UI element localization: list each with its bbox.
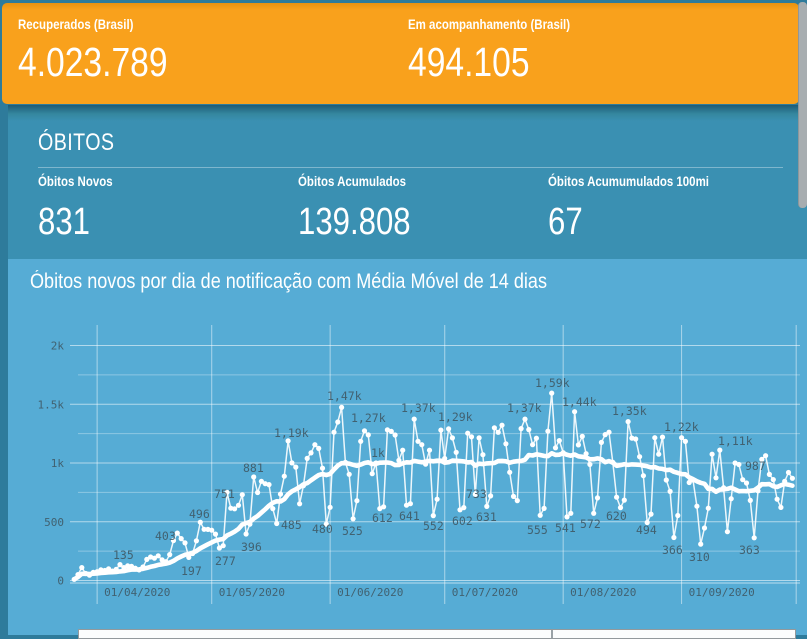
svg-text:1,22k: 1,22k xyxy=(664,420,699,434)
svg-text:01/09/2020: 01/09/2020 xyxy=(689,586,755,599)
stat-label: Em acompanhamento (Brasil) xyxy=(408,16,571,32)
summary-banner: Recuperados (Brasil) 4.023.789 Em acompa… xyxy=(2,3,799,104)
svg-text:310: 310 xyxy=(689,550,710,564)
svg-text:552: 552 xyxy=(423,519,444,533)
vertical-scrollbar-thumb[interactable] xyxy=(798,2,807,208)
stat-label: Óbitos Acumulados xyxy=(298,173,407,189)
stat-obitos-acumulados-100mi: Óbitos Acumumulados 100mi 67 xyxy=(548,173,744,241)
svg-text:396: 396 xyxy=(241,540,262,554)
stat-value: 67 xyxy=(548,201,583,243)
svg-text:1k: 1k xyxy=(51,457,65,470)
svg-text:1.5k: 1.5k xyxy=(38,398,65,411)
svg-text:1,37k: 1,37k xyxy=(507,401,542,415)
svg-text:631: 631 xyxy=(476,510,497,524)
svg-text:01/05/2020: 01/05/2020 xyxy=(219,586,285,599)
svg-text:01/06/2020: 01/06/2020 xyxy=(337,586,403,599)
svg-text:1,11k: 1,11k xyxy=(718,434,753,448)
svg-text:641: 641 xyxy=(399,509,420,523)
svg-text:602: 602 xyxy=(452,514,473,528)
svg-text:1,44k: 1,44k xyxy=(562,395,597,409)
stat-value: 494.105 xyxy=(408,39,530,85)
svg-text:1,35k: 1,35k xyxy=(612,404,647,418)
svg-text:0: 0 xyxy=(57,575,64,588)
stat-value: 139.808 xyxy=(298,201,411,243)
svg-text:366: 366 xyxy=(662,543,683,557)
svg-text:135: 135 xyxy=(113,548,134,562)
obitos-chart-card: Óbitos novos por dia de notificação com … xyxy=(8,259,807,639)
svg-text:197: 197 xyxy=(181,564,202,578)
svg-text:572: 572 xyxy=(580,517,601,531)
svg-text:2k: 2k xyxy=(51,340,65,353)
stat-label: Óbitos Novos xyxy=(38,173,113,189)
svg-text:555: 555 xyxy=(527,523,548,537)
svg-text:733: 733 xyxy=(466,487,487,501)
svg-text:987: 987 xyxy=(745,459,766,473)
svg-text:363: 363 xyxy=(739,543,760,557)
stat-em-acompanhamento: Em acompanhamento (Brasil) 494.105 xyxy=(408,3,606,83)
chart-title: Óbitos novos por dia de notificação com … xyxy=(30,270,548,293)
svg-text:1,37k: 1,37k xyxy=(401,401,436,415)
obitos-card-title: ÓBITOS xyxy=(38,129,115,156)
svg-text:1,47k: 1,47k xyxy=(327,389,362,403)
svg-text:01/04/2020: 01/04/2020 xyxy=(104,586,170,599)
svg-text:496: 496 xyxy=(189,507,210,521)
separator-line xyxy=(38,167,783,168)
stat-obitos-novos: Óbitos Novos 831 xyxy=(38,173,129,241)
stat-value: 4.023.789 xyxy=(18,39,168,85)
svg-text:494: 494 xyxy=(636,523,657,537)
svg-text:480: 480 xyxy=(312,522,333,536)
svg-text:01/08/2020: 01/08/2020 xyxy=(570,586,636,599)
svg-text:1,59k: 1,59k xyxy=(535,376,570,390)
svg-text:612: 612 xyxy=(372,511,393,525)
svg-text:277: 277 xyxy=(215,554,236,568)
svg-text:500: 500 xyxy=(44,516,64,529)
svg-text:751: 751 xyxy=(214,487,235,501)
stat-value: 831 xyxy=(38,201,90,243)
svg-text:01/07/2020: 01/07/2020 xyxy=(452,586,518,599)
svg-text:1,27k: 1,27k xyxy=(351,411,386,425)
svg-text:1,29k: 1,29k xyxy=(438,410,473,424)
stat-obitos-acumulados: Óbitos Acumulados 139.808 xyxy=(298,173,435,241)
obitos-card: ÓBITOS Óbitos Novos 831 Óbitos Acumulado… xyxy=(8,105,807,259)
stat-recuperados: Recuperados (Brasil) 4.023.789 xyxy=(18,3,200,83)
svg-text:485: 485 xyxy=(281,518,302,532)
svg-text:1,19k: 1,19k xyxy=(274,426,309,440)
svg-text:403: 403 xyxy=(155,529,176,543)
svg-text:881: 881 xyxy=(243,461,264,475)
stat-label: Recuperados (Brasil) xyxy=(18,16,134,32)
svg-text:525: 525 xyxy=(342,524,363,538)
bottom-panel-divider xyxy=(551,630,553,638)
svg-text:620: 620 xyxy=(606,509,627,523)
svg-text:1k: 1k xyxy=(371,446,385,460)
svg-text:541: 541 xyxy=(555,521,576,535)
stat-label: Óbitos Acumumulados 100mi xyxy=(548,173,709,189)
bottom-panel xyxy=(78,629,796,639)
